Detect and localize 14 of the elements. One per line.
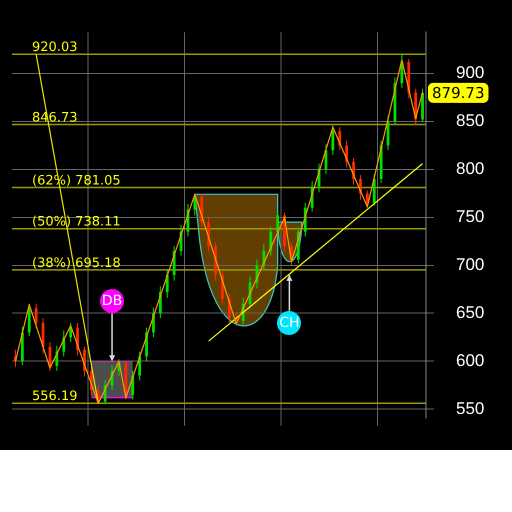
y-tick-label: 650 [456, 302, 484, 322]
ref-line-label: 556.19 [32, 389, 78, 404]
y-tick-label: 900 [456, 63, 484, 82]
ref-line-label: 920.03 [32, 40, 78, 56]
y-tick-label: 550 [456, 398, 484, 418]
text: 879.73 [432, 84, 484, 102]
annotation: CH [277, 310, 302, 335]
ref-line-label: (38%) 695.18 [32, 256, 121, 271]
y-tick-label: 750 [456, 207, 484, 226]
y-tick-label: 700 [456, 254, 484, 274]
y-tick-label: 600 [456, 350, 484, 370]
y-tick-label: 800 [456, 159, 484, 178]
y-tick-label: 850 [456, 111, 484, 130]
annotation: DB [100, 288, 124, 313]
